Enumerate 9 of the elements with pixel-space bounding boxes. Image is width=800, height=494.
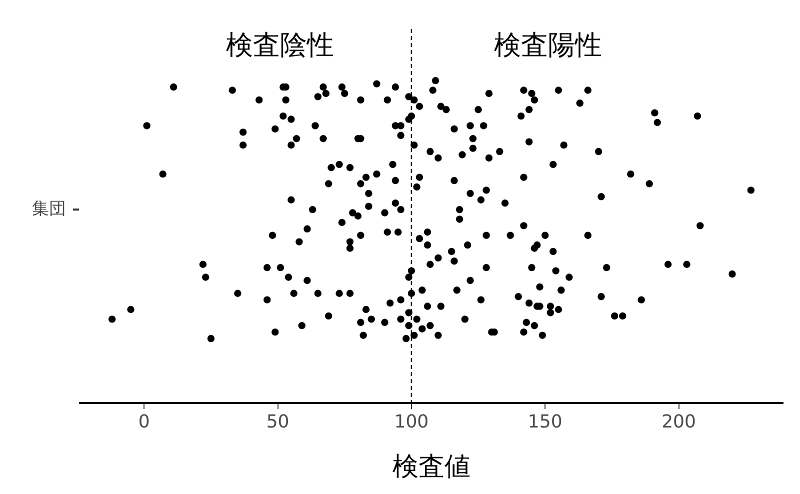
text: 集団 bbox=[32, 198, 66, 219]
x-tick-label: 150 bbox=[528, 411, 562, 432]
text: 検査陽性 bbox=[494, 30, 602, 62]
x-tick-label: 0 bbox=[138, 411, 150, 432]
x-tick-label: 100 bbox=[394, 411, 429, 432]
x-axis-title: 検査値 bbox=[392, 452, 470, 482]
x-tick-label: 50 bbox=[266, 411, 290, 432]
text: 検査陰性 bbox=[226, 30, 334, 62]
x-tick-label: 200 bbox=[662, 411, 696, 432]
